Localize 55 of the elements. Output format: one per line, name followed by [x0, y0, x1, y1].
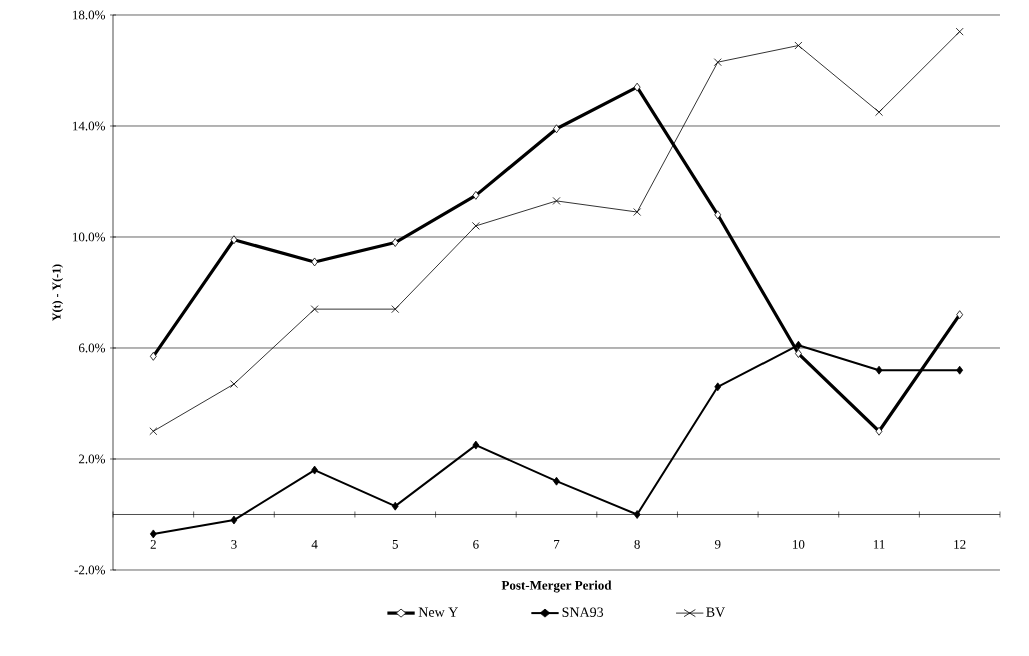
x-tick-label: 7: [554, 540, 560, 549]
point: [875, 108, 883, 117]
point: [956, 310, 964, 320]
point: [714, 210, 722, 220]
x-tick-label: 12: [954, 540, 966, 549]
point: [955, 27, 964, 36]
point: [714, 382, 722, 392]
point: [875, 426, 883, 436]
point: [472, 190, 480, 200]
point: [795, 349, 802, 358]
y-tick-label: 18.0%: [73, 10, 106, 20]
x-tick-label: 3: [231, 540, 237, 549]
x-tick-label: 5: [392, 540, 398, 549]
point: [553, 124, 560, 134]
point: [795, 340, 802, 350]
y-axis-title: Y(t) - Y(-1): [52, 264, 64, 321]
point: [149, 529, 157, 539]
y-tick-label: 6.0%: [78, 343, 106, 353]
point: [875, 365, 883, 375]
point: [956, 365, 964, 375]
y-tick-label: 10.0%: [73, 232, 106, 242]
legend-label: New Y: [418, 607, 458, 617]
point: [633, 208, 642, 216]
x-tick-label: 4: [311, 540, 318, 549]
point: [633, 82, 641, 92]
x-tick-label: 11: [873, 540, 885, 549]
point: [311, 465, 318, 475]
point: [553, 476, 560, 486]
point: [633, 510, 641, 519]
point: [391, 238, 399, 247]
point: [230, 235, 238, 245]
point: [794, 41, 803, 50]
point: [471, 221, 480, 230]
x-axis-title: Post-Merger Period: [501, 580, 612, 593]
point: [149, 427, 158, 436]
point: [310, 305, 319, 314]
point: [230, 515, 238, 525]
point: [230, 380, 238, 388]
x-tick-label: 2: [150, 540, 156, 549]
legend-label: SNA93: [562, 607, 604, 617]
point: [552, 196, 561, 205]
point: [472, 440, 480, 450]
point: [149, 351, 157, 361]
point: [391, 305, 400, 314]
point: [311, 257, 318, 267]
x-tick-label: 9: [714, 540, 721, 549]
y-tick-label: -2.0%: [74, 565, 106, 575]
legend-label: BV: [706, 607, 726, 617]
point: [713, 58, 722, 67]
y-tick-label: 2.0%: [78, 454, 106, 464]
x-tick-label: 10: [793, 540, 805, 549]
x-tick-label: 6: [473, 540, 479, 549]
y-tick-label: 14.0%: [73, 121, 106, 131]
x-tick-label: 8: [634, 540, 640, 549]
point: [391, 501, 399, 511]
